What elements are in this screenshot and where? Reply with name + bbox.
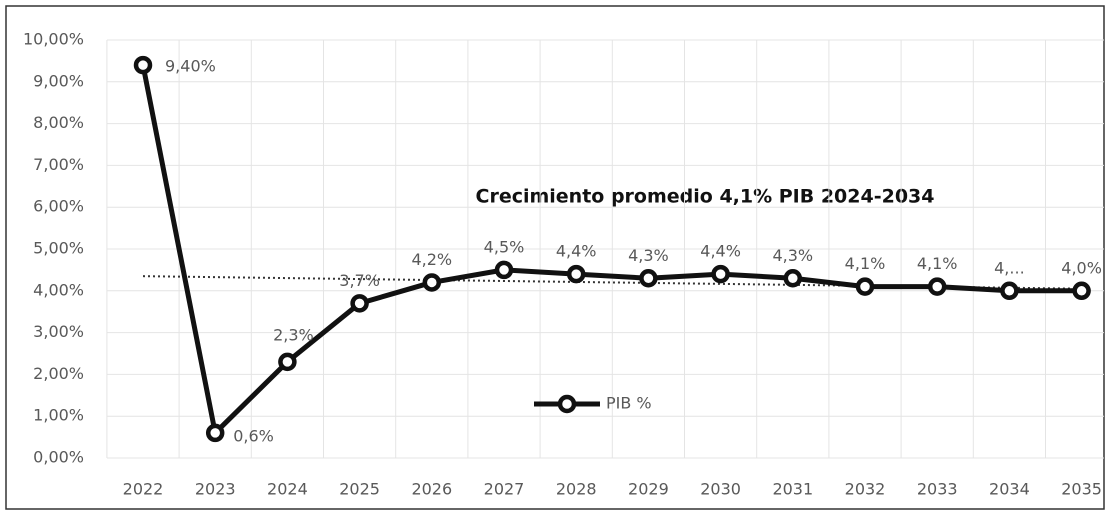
data-label: 0,6% (233, 426, 274, 445)
data-label: 3,7% (339, 271, 380, 290)
point (711, 264, 730, 284)
point (422, 273, 442, 292)
y-tick-label: 3,00% (33, 322, 84, 341)
y-tick-label: 0,00% (33, 448, 84, 467)
y-tick-label: 8,00% (33, 113, 84, 132)
data-label: 2,3% (273, 325, 314, 344)
y-tick-label: 5,00% (33, 239, 84, 258)
x-tick-label: 2031 (772, 480, 813, 499)
x-tick-label: 2034 (989, 480, 1030, 499)
data-label: 4,2% (411, 250, 452, 269)
data-label: 4,5% (484, 237, 525, 256)
x-tick-label: 2028 (556, 480, 597, 499)
x-tick-label: 2024 (267, 480, 308, 499)
y-tick-label: 10,00% (23, 30, 84, 49)
point (494, 260, 514, 280)
y-tick-label: 1,00% (33, 406, 84, 425)
point (133, 55, 153, 75)
x-tick-label: 2022 (123, 480, 164, 499)
point (855, 277, 875, 296)
y-tick-label: 7,00% (33, 155, 84, 174)
point (278, 352, 297, 372)
y-tick-label: 4,00% (33, 280, 84, 299)
data-label: 4,4% (700, 242, 741, 261)
x-tick-label: 2033 (917, 480, 958, 499)
x-tick-label: 2026 (411, 480, 452, 499)
point (783, 269, 803, 288)
data-label: 4,3% (628, 246, 669, 265)
trendline (142, 275, 1082, 290)
x-tick-label: 2030 (700, 480, 741, 499)
data-label: 4,... (994, 258, 1025, 277)
point (639, 269, 658, 288)
point (1072, 281, 1091, 301)
point (1000, 281, 1019, 301)
y-tick-label: 9,00% (33, 71, 84, 90)
data-label: 4,1% (917, 254, 958, 273)
data-label: 4,1% (845, 254, 886, 273)
data-label: 4,4% (556, 242, 597, 261)
data-label: 9,40% (165, 57, 216, 76)
annotation: Crecimiento promedio 4,1% PIB 2024-2034 (476, 186, 935, 208)
legend-marker (557, 394, 577, 414)
y-tick-label: 6,00% (33, 197, 84, 216)
legend-label: PIB % (606, 394, 652, 413)
point (566, 264, 586, 284)
x-tick-label: 2029 (628, 480, 669, 499)
series-line (140, 64, 1082, 436)
point (205, 423, 225, 443)
x-tick-label: 2027 (484, 480, 525, 499)
x-tick-label: 2025 (339, 480, 380, 499)
x-tick-label: 2023 (195, 480, 236, 499)
x-tick-label: 2035 (1061, 480, 1102, 499)
x-tick-label: 2032 (845, 480, 886, 499)
data-label: 4,3% (772, 246, 813, 265)
data-label: 4,0% (1061, 258, 1102, 277)
chart-frame (5, 5, 1105, 510)
point (350, 294, 369, 313)
y-tick-label: 2,00% (33, 364, 84, 383)
point (927, 277, 947, 296)
